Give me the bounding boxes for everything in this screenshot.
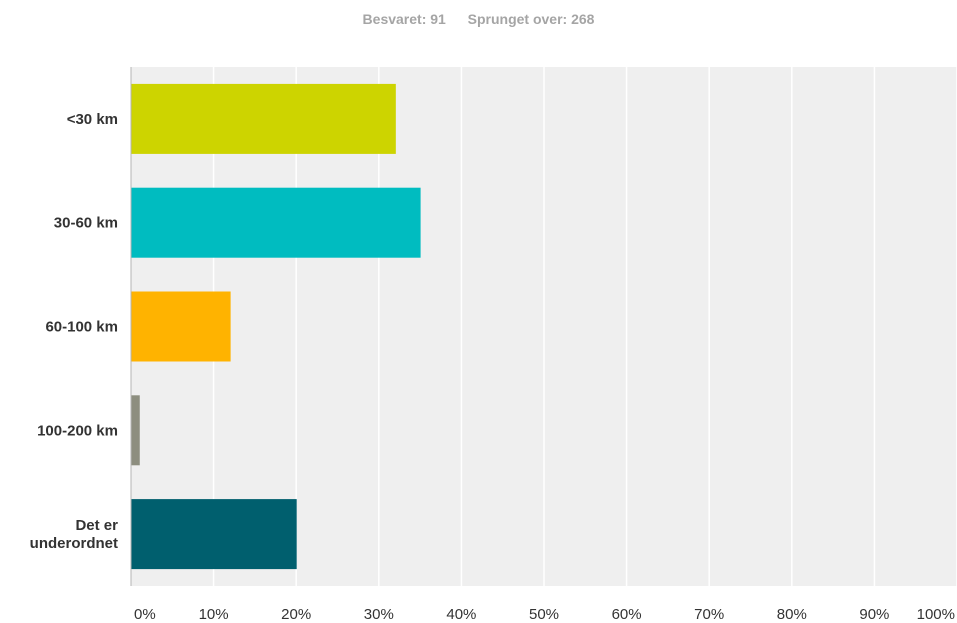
x-tick-label: 30% — [364, 606, 394, 623]
bar — [131, 187, 421, 258]
category-label: 100-200 km — [37, 422, 118, 439]
x-tick-label: 90% — [859, 606, 889, 623]
x-tick-label: 10% — [199, 606, 229, 623]
skipped-value: 268 — [571, 11, 595, 27]
x-tick-label: 40% — [446, 606, 476, 623]
x-tick-label: 20% — [281, 606, 311, 623]
bar — [131, 395, 140, 466]
bar — [131, 499, 297, 570]
x-tick-label: 80% — [777, 606, 807, 623]
x-tick-label: 100% — [917, 606, 955, 623]
x-tick-label: 70% — [694, 606, 724, 623]
x-tick-label: 0% — [134, 606, 156, 623]
x-tick-label: 60% — [612, 606, 642, 623]
answered-value: 91 — [430, 11, 446, 27]
category-label: Det er underordnet — [30, 517, 118, 552]
bar — [131, 291, 231, 362]
bar — [131, 83, 396, 154]
category-label: 30-60 km — [54, 215, 118, 232]
x-tick-label: 50% — [529, 606, 559, 623]
response-summary: Besvaret: 91 Sprunget over: 268 — [0, 11, 957, 27]
skipped-label: Sprunget over: — [467, 11, 568, 27]
category-label: <30 km — [67, 111, 118, 128]
answered-label: Besvaret: — [362, 11, 427, 27]
category-label: 60-100 km — [45, 319, 118, 336]
